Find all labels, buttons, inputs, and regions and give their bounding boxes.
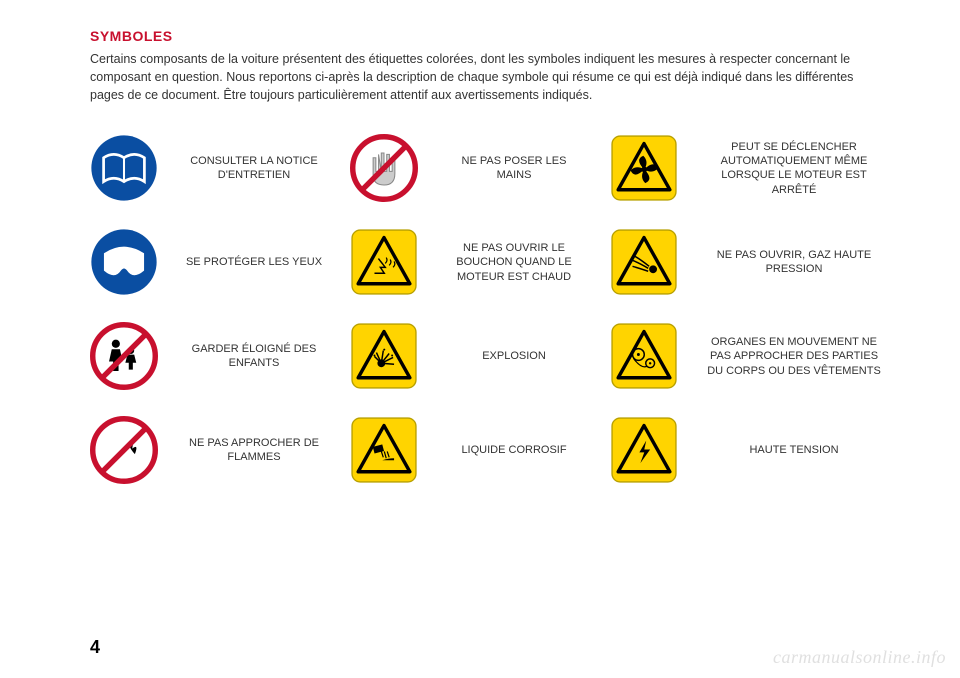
children-icon (90, 322, 158, 390)
symbol-label: NE PAS POSER LES MAINS (444, 154, 584, 183)
symbol-label: NE PAS OUVRIR LE BOUCHON QUAND LE MOTEUR… (444, 241, 584, 284)
hand-icon (350, 134, 418, 202)
book-icon (90, 134, 158, 202)
symbol-label: HAUTE TENSION (704, 443, 884, 457)
corrosive-icon (350, 416, 418, 484)
goggles-icon (90, 228, 158, 296)
symbol-grid: CONSULTER LA NOTICE D'ENTRETIEN NE PAS P… (90, 134, 900, 484)
intro-text: Certains composants de la voiture présen… (90, 50, 870, 104)
page: SYMBOLES Certains composants de la voitu… (0, 0, 960, 678)
jet-icon (610, 228, 678, 296)
symbol-label: NE PAS APPROCHER DE FLAMMES (184, 436, 324, 465)
symbol-label: ORGANES EN MOUVEMENT NE PAS APPROCHER DE… (704, 335, 884, 378)
symbol-label: EXPLOSION (444, 349, 584, 363)
section-title: SYMBOLES (90, 28, 900, 44)
explosion-icon (350, 322, 418, 390)
belts-icon (610, 322, 678, 390)
hot-icon (350, 228, 418, 296)
symbol-label: PEUT SE DÉCLENCHER AUTOMATIQUEMENT MÊME … (704, 140, 884, 197)
watermark: carmanualsonline.info (773, 647, 946, 668)
fan-icon (610, 134, 678, 202)
page-number: 4 (90, 637, 100, 658)
symbol-label: NE PAS OUVRIR, GAZ HAUTE PRESSION (704, 248, 884, 277)
flame-icon (90, 416, 158, 484)
symbol-label: LIQUIDE CORROSIF (444, 443, 584, 457)
symbol-label: SE PROTÉGER LES YEUX (184, 255, 324, 269)
symbol-label: GARDER ÉLOIGNÉ DES ENFANTS (184, 342, 324, 371)
symbol-label: CONSULTER LA NOTICE D'ENTRETIEN (184, 154, 324, 183)
hv-icon (610, 416, 678, 484)
